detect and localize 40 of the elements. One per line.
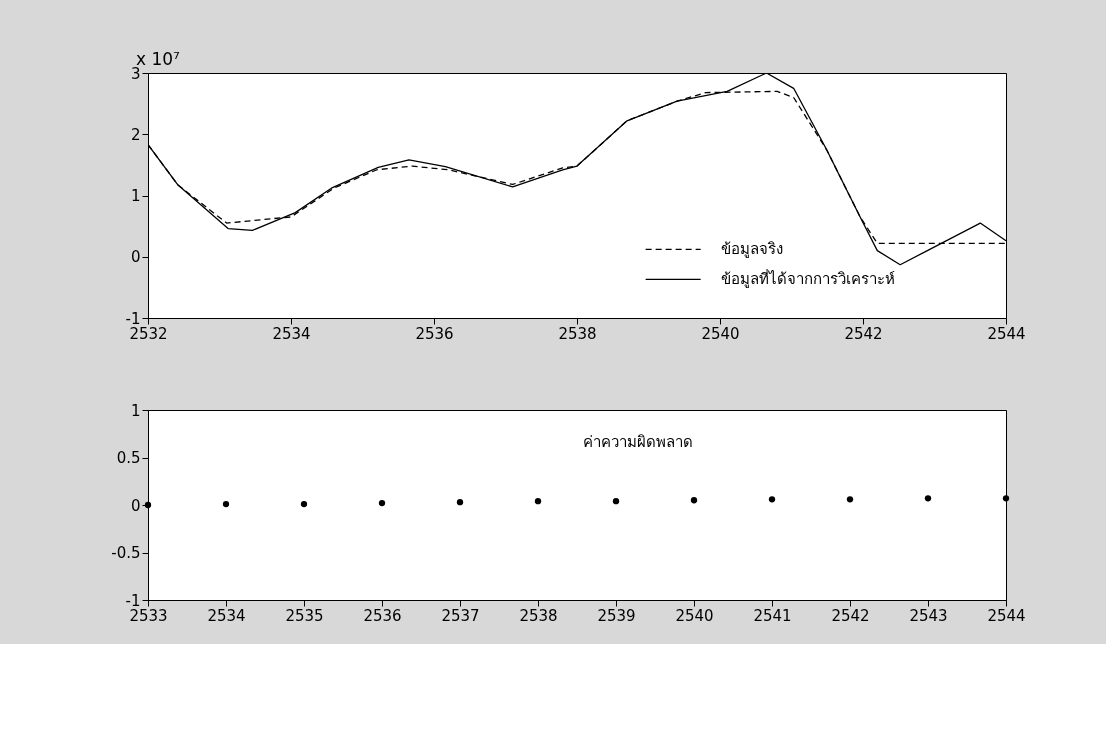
x-tick-label: 2536 [415,324,454,343]
x-tick-label: 2543 [909,606,948,625]
point [534,498,542,505]
x-tick-label: 2542 [844,324,883,343]
x-tick-label: 2541 [753,606,792,625]
x-tick-label: 2540 [675,606,714,625]
x-tick-label: 2539 [597,606,636,625]
point [924,495,932,502]
legend-label: ข้อมูลที่ได้จากการวิเคราะห์ [720,268,895,289]
point [612,498,620,505]
point [1002,495,1010,502]
x-tick-label: 2538 [558,324,597,343]
y-tick-label: 0 [130,248,141,267]
point [846,496,854,503]
y-tick-label: -0.5 [111,544,141,562]
y-tick-label: 2 [130,125,141,144]
point [690,497,698,504]
point [300,500,308,508]
x-tick-label: 2536 [363,606,402,625]
x-tick-label: 2542 [831,606,870,625]
legend-label: ข้อมูลจริง [720,240,783,259]
y-tick-label: 0.5 [116,449,141,467]
x-tick-label: 2535 [285,606,324,625]
y-tick-label: 1 [130,187,141,205]
x-tick-label: 2534 [272,324,311,343]
x-tick-label: 2544 [987,606,1026,625]
y-tick-label: 0 [130,496,141,515]
point [768,496,776,503]
annotation: ค่าความผิดพลาด [583,433,693,451]
y-tick-label: 3 [130,64,141,83]
y-tick-label: 1 [130,401,141,420]
x-tick-label: 2538 [519,606,558,625]
point [378,499,386,507]
point [222,500,230,508]
x-tick-label: 2537 [441,606,480,625]
x-tick-label: 2544 [987,324,1026,343]
x-tick-label: 2540 [701,324,740,343]
point [144,501,152,509]
point [456,498,464,506]
x-tick-label: 2534 [207,606,246,625]
